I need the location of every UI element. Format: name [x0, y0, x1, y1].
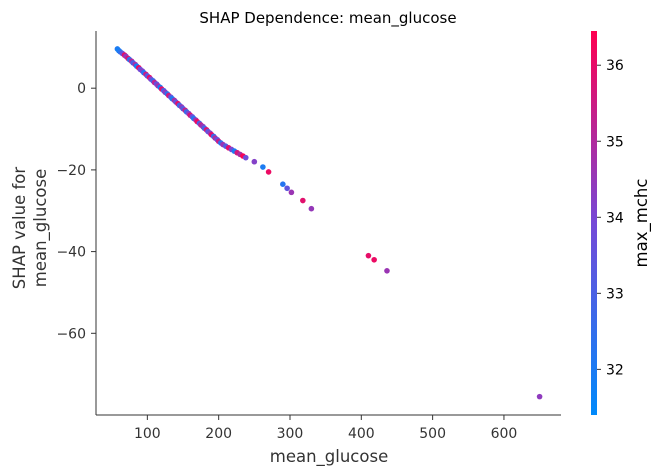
x-tick-label: 400: [348, 426, 375, 442]
y-axis-label-line-2: mean_glucose: [31, 169, 51, 287]
colorbar-tick-label: 34: [606, 210, 624, 226]
colorbar-ticks: 32 33 34 35 36: [597, 58, 624, 378]
data-point: [284, 185, 290, 192]
y-tick-label: 0: [77, 81, 86, 97]
colorbar-label: max_mchc: [632, 179, 652, 268]
data-point: [308, 205, 315, 212]
data-point: [242, 154, 249, 161]
data-point: [260, 164, 266, 170]
data-point: [265, 169, 272, 175]
colorbar-tick-label: 36: [606, 58, 624, 74]
x-tick-label: 600: [491, 426, 518, 442]
y-tick-label: −20: [56, 163, 86, 179]
y-ticks: 0 −20 −40 −60: [56, 81, 96, 342]
data-point: [300, 197, 306, 204]
data-point: [384, 267, 390, 274]
data-point: [365, 252, 372, 259]
colorbar-tick-label: 35: [606, 134, 624, 150]
y-tick-label: −40: [56, 245, 86, 261]
x-ticks: 100 200 300 400 500 600: [134, 415, 517, 442]
y-tick-label: −60: [56, 326, 86, 342]
colorbar-tick-label: 33: [606, 286, 624, 302]
colorbar: [591, 31, 597, 415]
points-layer: [114, 46, 543, 400]
colorbar-tick-label: 32: [606, 362, 624, 378]
data-point: [536, 393, 543, 400]
x-tick-label: 200: [205, 426, 232, 442]
data-point: [288, 189, 295, 196]
x-axis-label: mean_glucose: [270, 447, 388, 467]
data-point: [251, 158, 258, 165]
x-tick-label: 100: [134, 426, 161, 442]
y-axis-label-line-1: SHAP value for: [10, 167, 29, 290]
chart-title: SHAP Dependence: mean_glucose: [199, 9, 456, 28]
x-tick-label: 300: [277, 426, 304, 442]
data-point: [371, 256, 377, 263]
x-tick-label: 500: [419, 426, 446, 442]
data-point: [280, 181, 286, 187]
